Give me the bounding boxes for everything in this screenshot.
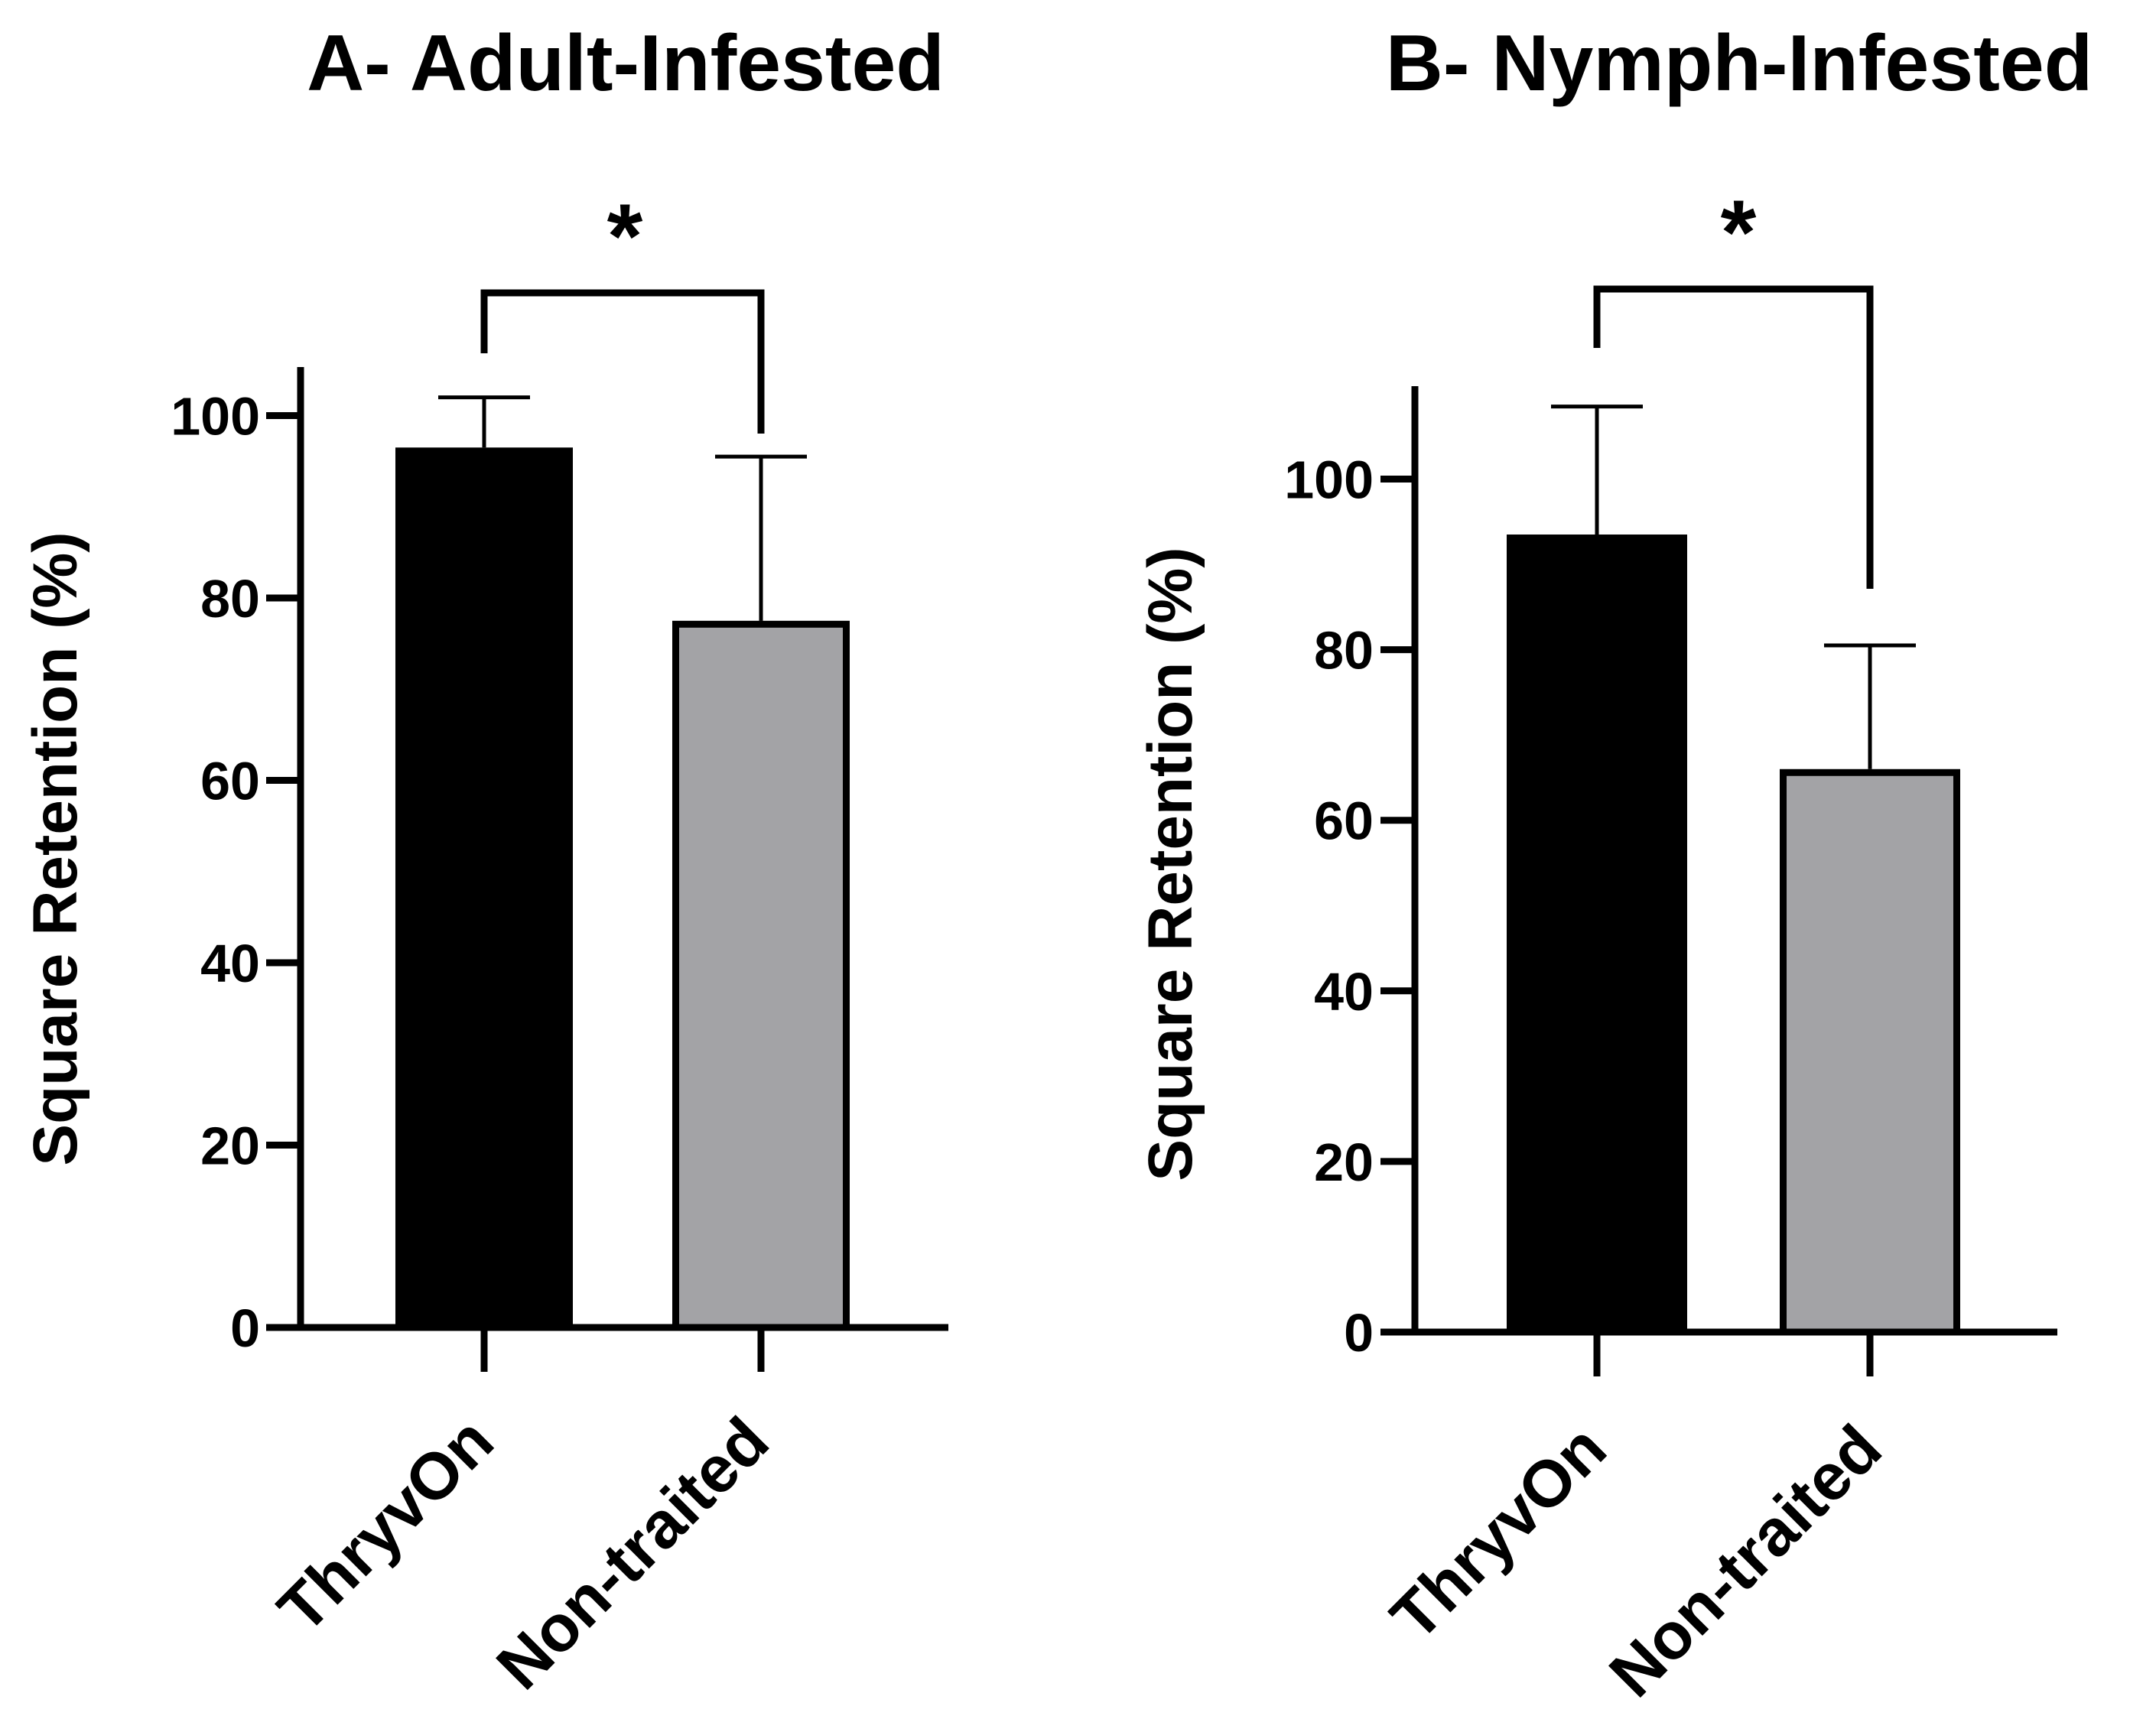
significance-marker: * — [607, 185, 643, 288]
y-tick-label: 40 — [1314, 962, 1374, 1022]
chart-panel-nymph-infested: B- Nymph-Infested Square Retention (%) *… — [1136, 19, 2093, 1711]
chart-title: B- Nymph-Infested — [1386, 19, 2093, 108]
y-tick-label: 80 — [1314, 621, 1374, 681]
bar — [1780, 769, 1960, 1336]
x-tick-label: ThryvOn — [1377, 1412, 1621, 1655]
significance-bracket — [1593, 285, 1874, 589]
bar — [395, 447, 573, 1327]
bar — [1507, 535, 1687, 1332]
y-tick-label: 60 — [200, 752, 260, 811]
y-tick-label: 40 — [200, 934, 260, 993]
y-tick-label: 60 — [1314, 791, 1374, 851]
chart-panel-adult-infested: A- Adult-Infested Square Retention (%) *… — [21, 19, 948, 1704]
y-tick-label: 100 — [1284, 450, 1374, 510]
bar — [672, 620, 850, 1331]
y-tick-label: 20 — [200, 1116, 260, 1176]
chart-title: A- Adult-Infested — [307, 19, 945, 108]
y-tick-label: 0 — [1344, 1303, 1374, 1363]
x-tick-label: Non-traited — [1595, 1412, 1895, 1711]
y-axis-label: Square Retention (%) — [21, 531, 90, 1165]
x-tick-label: Non-traited — [483, 1404, 782, 1704]
y-tick-label: 20 — [1314, 1132, 1374, 1192]
y-axis-label: Square Retention (%) — [1136, 547, 1205, 1181]
x-tick-label: ThryvOn — [265, 1404, 508, 1647]
y-tick-label: 80 — [200, 569, 260, 629]
y-tick-label: 100 — [171, 387, 260, 447]
significance-marker: * — [1721, 181, 1757, 284]
significance-bracket — [480, 289, 765, 434]
y-tick-label: 0 — [230, 1298, 260, 1358]
